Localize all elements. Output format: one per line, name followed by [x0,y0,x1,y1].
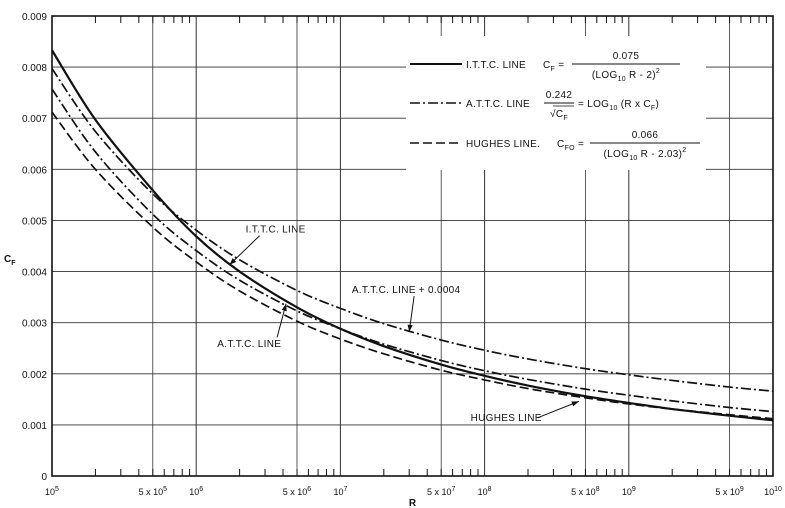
denominator-rest: R - 2.03) [638,149,683,160]
denominator-log-base: 10 [629,155,637,162]
tick-exponent: 7 [452,486,456,493]
rhs-argument: (R x C [618,99,651,110]
tick-exponent: 9 [740,486,744,493]
annotation-label-3: HUGHES LINE [471,413,542,424]
denominator-root-subscript: F [563,115,568,122]
annotations: I.T.T.C. LINE A.T.T.C. LINE + 0.0004 A.T.T… [217,225,579,424]
x-tick-label-mid: 5 x 106 [283,486,312,497]
formula-denominator: (LOG10 R - 2)2 [592,68,660,83]
y-tick-label: 0.003 [22,319,47,330]
y-tick-label: 0.009 [22,12,47,23]
legend-series-name: I.T.T.C. LINE [466,60,526,71]
curves [51,49,774,422]
tick-mantissa: 5 x 10 [283,487,308,497]
formula-numerator: 0.066 [632,130,659,141]
legend-series-name: A.T.T.C. LINE [466,99,530,110]
denominator-start: (LOG [592,70,618,81]
denominator-rest: R - 2) [626,70,656,81]
formula-denominator: √CF [550,108,568,122]
y-tick-label: 0.002 [22,370,47,381]
x-tick-label: 1010 [764,486,782,497]
rhs-log-base: 10 [609,105,617,112]
y-tick-label: 0.005 [22,216,47,227]
x-tick-label-mid: 5 x 108 [571,486,600,497]
tick-mantissa: 5 x 10 [715,487,740,497]
tick-mantissa: 5 x 10 [571,487,596,497]
tick-exponent: 9 [632,486,636,493]
formula-subscript: FO [565,145,576,152]
x-tick-label: 107 [333,486,347,497]
y-tick-label: 0.001 [22,421,47,432]
tick-mantissa: 10 [764,487,774,497]
y-tick-label: 0.006 [22,165,47,176]
tick-mantissa: 5 x 10 [427,487,452,497]
x-tick-label: 106 [189,486,203,497]
annotation-arrowhead-3 [571,401,579,407]
formula-numerator: 0.242 [546,90,573,101]
y-tick-label: 0.008 [22,63,47,74]
x-tick-label-mid: 5 x 105 [139,486,168,497]
plot-frame [51,15,774,477]
formula-subscript: F [551,66,556,73]
tick-mantissa: 10 [189,487,199,497]
tick-mantissa: 10 [333,487,343,497]
y-tick-label: 0 [41,472,47,483]
legend-formula-lhs: CF = [543,60,564,73]
legend-formula-lhs: CFO = [557,139,584,152]
formula-equals: = [555,60,564,71]
formula-symbol: C [557,139,565,150]
tick-exponent: 5 [163,486,167,493]
y-axis-title-sub: F [11,260,16,267]
formula-denominator: (LOG10 R - 2.03)2 [604,147,687,162]
x-tick-label: 109 [622,486,636,497]
tick-exponent: 5 [55,486,59,493]
legend: I.T.T.C. LINE CF =0.075(LOG10 R - 2)2A.T.… [406,36,706,170]
denominator-root: √C [550,108,563,120]
y-axis-title-main: C [4,254,11,265]
tick-exponent: 8 [596,486,600,493]
tick-mantissa: 5 x 10 [139,487,164,497]
denominator-exponent: 2 [682,147,686,154]
formula-numerator: 0.075 [613,51,640,62]
tick-exponent: 8 [488,486,492,493]
tick-mantissa: 10 [45,487,55,497]
x-tick-label-mid: 5 x 109 [715,486,744,497]
rhs-close: ) [655,99,659,110]
axes: 0 0.001 0.002 0.003 0.004 0.005 0.006 0.007 0.00… [4,12,782,508]
denominator-start: (LOG [604,149,630,160]
annotation-arrowhead-2 [281,303,287,312]
annotation-arrowhead-0 [229,258,237,265]
rhs-log: = LOG [578,99,609,110]
tick-mantissa: 10 [478,487,488,497]
annotation-leader-3 [537,400,579,419]
formula-symbol: C [543,60,551,71]
formula-equals: = [575,139,584,150]
annotation-label-2: A.T.T.C. LINE [217,339,281,350]
tick-exponent: 6 [199,486,203,493]
series-line-3 [51,111,774,420]
x-tick-label: 105 [45,486,59,497]
tick-exponent: 10 [774,486,782,493]
rhs-subscript: F [651,105,656,112]
series-line-0 [51,49,774,422]
tick-mantissa: 10 [622,487,632,497]
legend-series-name: HUGHES LINE. [466,139,540,150]
y-tick-label: 0.007 [22,114,47,125]
y-axis-title: CF [4,254,16,267]
annotation-label-1: A.T.T.C. LINE + 0.0004 [352,285,461,296]
x-tick-label: 108 [478,486,492,497]
y-tick-label: 0.004 [22,268,47,279]
denominator-log-base: 10 [618,76,626,83]
tick-exponent: 7 [343,486,347,493]
formula-rhs: = LOG10 (R x CF) [578,99,659,112]
annotation-arrowhead-1 [407,324,413,332]
denominator-exponent: 2 [656,68,660,75]
annotation-label-0: I.T.T.C. LINE [246,225,306,236]
tick-exponent: 6 [307,486,311,493]
x-tick-label-mid: 5 x 107 [427,486,456,497]
x-axis-title: R [409,498,417,508]
